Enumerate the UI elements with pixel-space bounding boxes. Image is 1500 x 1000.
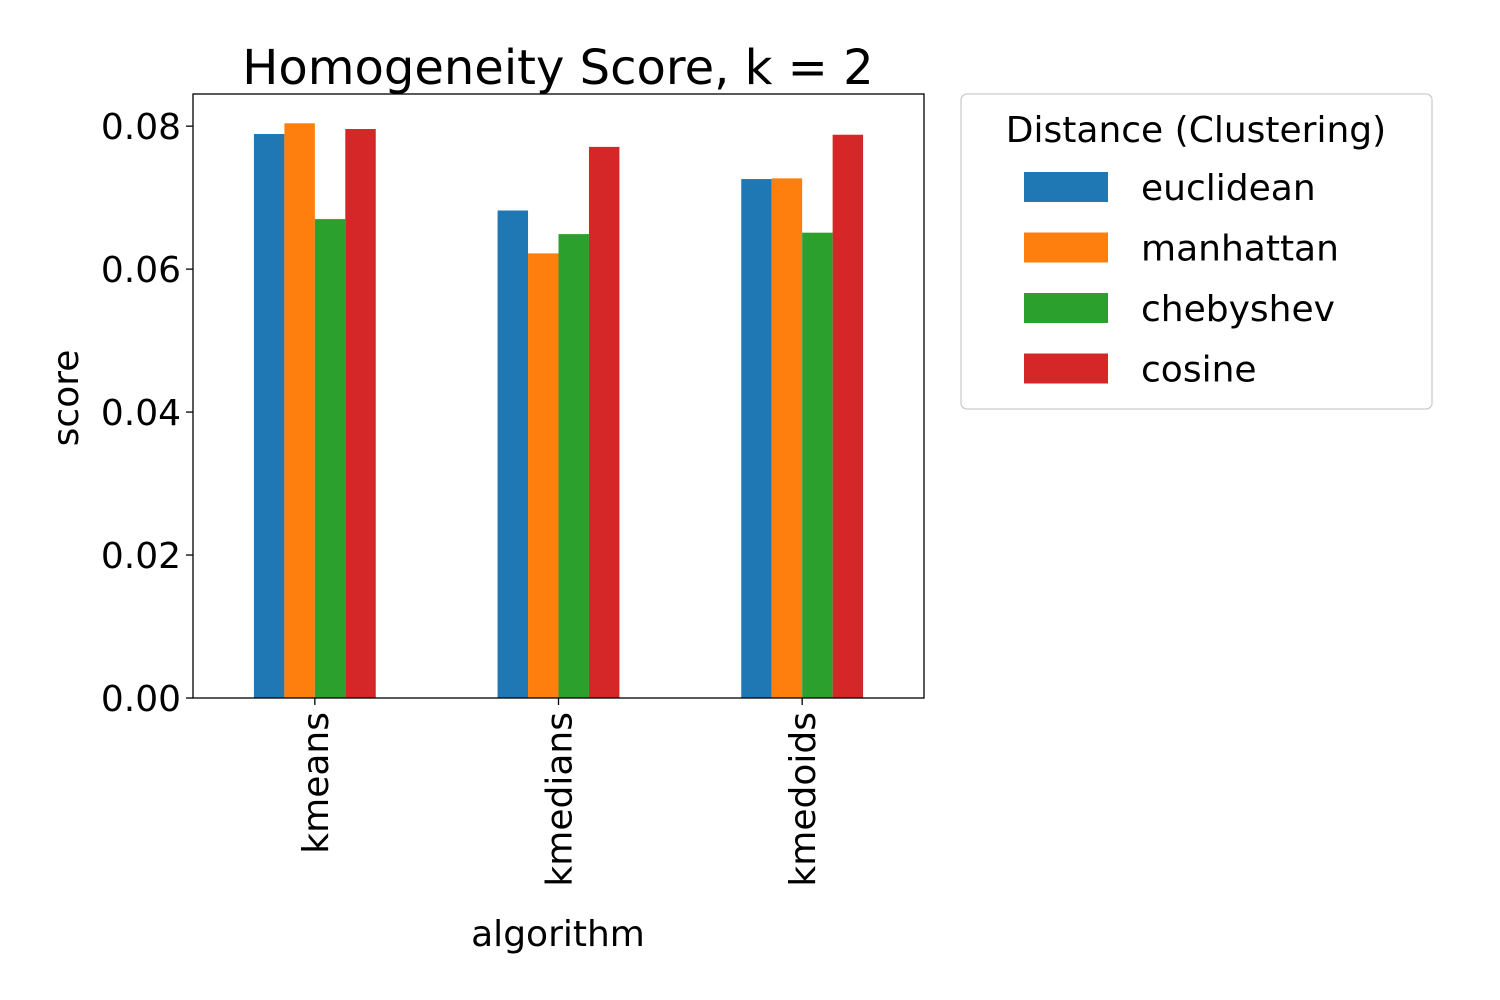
legend-items: euclidean manhattan chebyshev cosine <box>1024 168 1339 391</box>
y-axis-label: score <box>46 350 87 447</box>
bar-chebyshev-kmedians <box>558 234 589 698</box>
y-axis: 0.00 0.02 0.04 0.06 0.08 <box>101 107 193 720</box>
legend-swatch-euclidean <box>1024 172 1108 202</box>
bar-cosine-kmedoids <box>832 134 864 699</box>
bar-chebyshev-kmedoids <box>802 232 833 699</box>
bars-group <box>253 123 864 699</box>
bar-euclidean-kmeans <box>253 134 285 698</box>
x-axis-label: algorithm <box>471 914 645 955</box>
x-tick-label-kmedians: kmedians <box>540 712 581 887</box>
bar-cosine-kmeans <box>345 129 376 698</box>
legend-swatch-manhattan <box>1024 232 1108 263</box>
bar-manhattan-kmedians <box>528 253 559 698</box>
legend-label-chebyshev: chebyshev <box>1141 289 1335 330</box>
legend-label-euclidean: euclidean <box>1141 168 1316 209</box>
bar-manhattan-kmedoids <box>771 178 803 699</box>
legend: Distance (Clustering) euclidean manhattan… <box>960 93 1433 410</box>
legend-label-cosine: cosine <box>1141 350 1257 391</box>
y-tick-label: 0.04 <box>101 393 181 434</box>
x-tick-label-kmedoids: kmedoids <box>783 712 824 887</box>
legend-title: Distance (Clustering) <box>1006 110 1386 151</box>
y-tick-label: 0.08 <box>101 107 181 148</box>
bar-euclidean-kmedians <box>497 210 529 698</box>
y-tick-label: 0.02 <box>101 536 181 577</box>
bar-cosine-kmedians <box>588 146 620 698</box>
y-tick-label: 0.06 <box>101 250 181 291</box>
x-tick-label-kmeans: kmeans <box>296 712 337 854</box>
chart-title: Homogeneity Score, k = 2 <box>242 40 873 96</box>
legend-label-manhattan: manhattan <box>1141 229 1339 270</box>
legend-swatch-cosine <box>1024 353 1108 384</box>
legend-swatch-chebyshev <box>1024 293 1108 323</box>
y-tick-label: 0.00 <box>101 679 181 720</box>
bar-chebyshev-kmeans <box>314 219 346 698</box>
x-axis: kmeans kmedians kmedoids <box>296 698 824 887</box>
bar-manhattan-kmeans <box>284 123 315 698</box>
bar-euclidean-kmedoids <box>741 179 772 698</box>
